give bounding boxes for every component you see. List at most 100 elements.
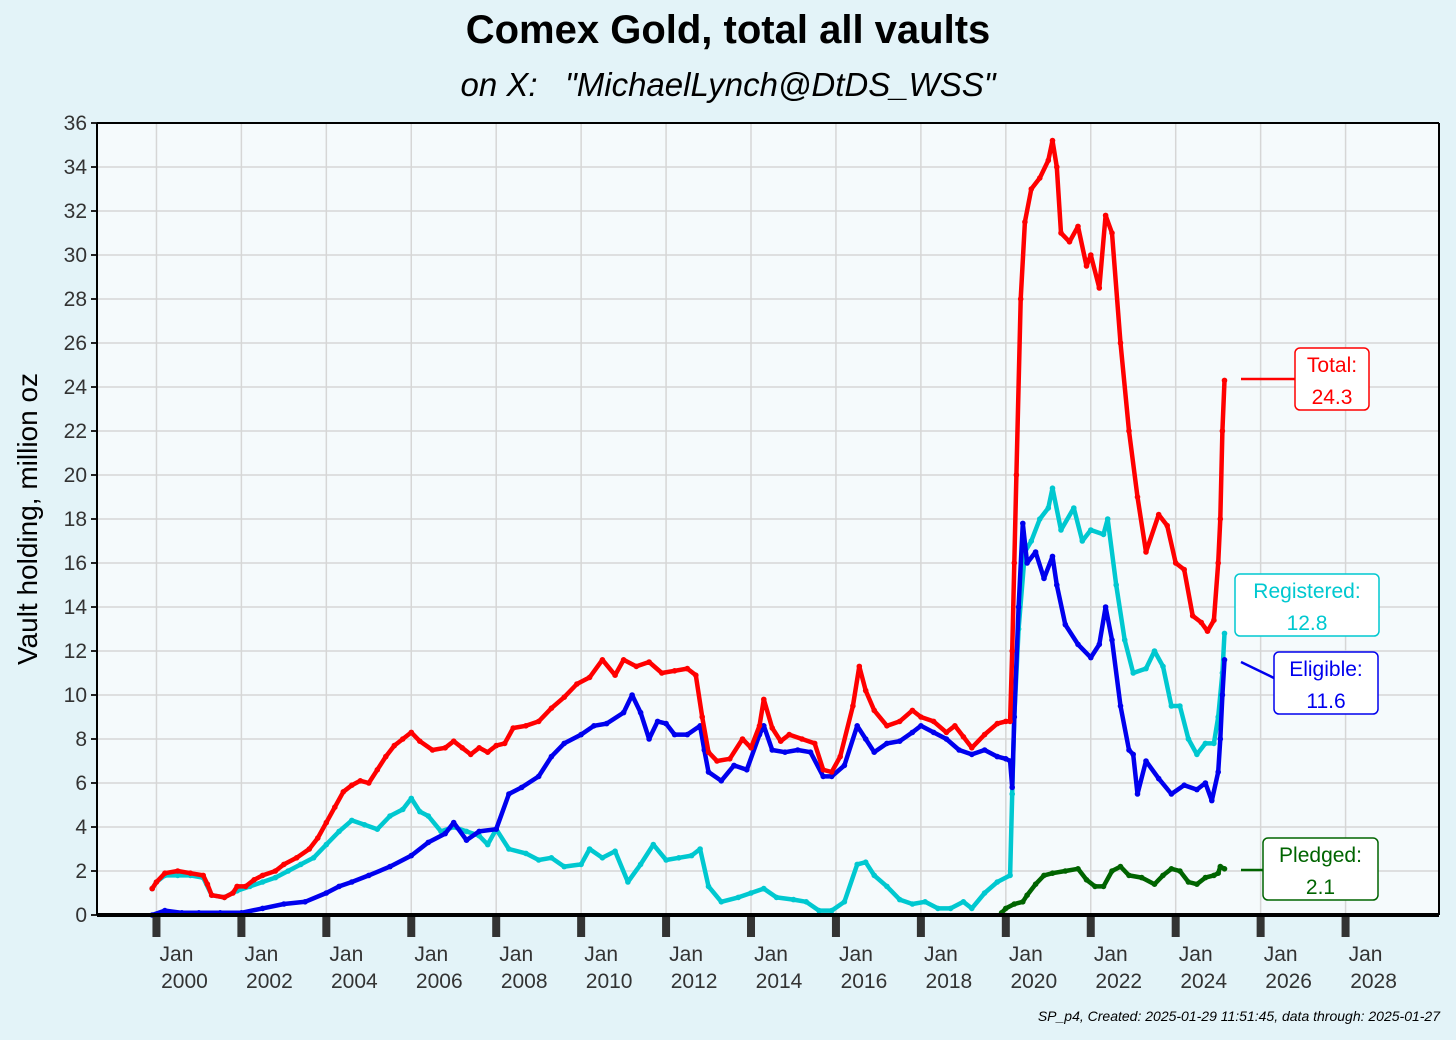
data-point-registered bbox=[650, 841, 657, 848]
data-point-pledged bbox=[1126, 872, 1132, 879]
data-point-registered bbox=[612, 848, 618, 854]
data-point-total bbox=[1102, 212, 1109, 219]
data-point-total bbox=[586, 674, 593, 681]
data-point-registered bbox=[1143, 665, 1149, 672]
data-point-total bbox=[671, 668, 678, 674]
chart-title: Comex Gold, total all vaults bbox=[465, 8, 991, 52]
data-point-registered bbox=[463, 828, 470, 835]
data-point-registered bbox=[1058, 527, 1064, 533]
data-point-eligible bbox=[646, 736, 652, 742]
x-tick bbox=[237, 915, 246, 937]
end-label-name-registered: Registered: bbox=[1253, 580, 1360, 603]
data-point-registered bbox=[1121, 637, 1128, 643]
data-point-total bbox=[969, 745, 975, 751]
data-point-registered bbox=[1009, 791, 1015, 797]
data-point-eligible bbox=[1181, 782, 1187, 788]
data-point-total bbox=[429, 747, 436, 753]
data-point-pledged bbox=[1117, 863, 1124, 870]
data-point-pledged bbox=[1215, 870, 1221, 876]
data-point-eligible bbox=[1130, 751, 1136, 758]
data-point-registered bbox=[790, 896, 797, 903]
data-point-eligible bbox=[794, 747, 801, 753]
data-point-registered bbox=[816, 907, 822, 914]
data-point-total bbox=[561, 694, 567, 700]
data-point-eligible bbox=[956, 747, 962, 753]
data-point-total bbox=[272, 868, 279, 874]
x-tick bbox=[407, 915, 416, 937]
data-point-registered bbox=[969, 905, 975, 912]
data-point-eligible bbox=[323, 890, 330, 896]
data-point-eligible bbox=[1143, 758, 1149, 764]
data-point-eligible bbox=[705, 769, 712, 775]
data-point-total bbox=[699, 714, 705, 720]
data-point-registered bbox=[174, 872, 181, 879]
data-point-eligible bbox=[349, 879, 355, 885]
data-point-pledged bbox=[1185, 879, 1192, 885]
data-point-eligible bbox=[841, 762, 848, 769]
data-point-total bbox=[1066, 239, 1073, 245]
x-tick-label: Jan bbox=[839, 943, 873, 966]
x-tick-label: Jan bbox=[244, 943, 278, 966]
data-point-registered bbox=[748, 890, 754, 896]
data-point-total bbox=[1088, 252, 1094, 258]
x-tick bbox=[1341, 915, 1350, 937]
data-point-total bbox=[242, 883, 249, 890]
data-point-total bbox=[1189, 613, 1196, 619]
data-point-pledged bbox=[1202, 874, 1209, 881]
data-point-eligible bbox=[548, 753, 555, 760]
data-point-eligible bbox=[506, 791, 512, 797]
data-point-total bbox=[162, 870, 168, 876]
data-point-total bbox=[856, 663, 863, 670]
x-tick-label: Jan bbox=[1349, 943, 1383, 966]
data-point-registered bbox=[841, 899, 848, 905]
data-point-total bbox=[884, 723, 890, 729]
data-point-registered bbox=[484, 841, 491, 848]
data-point-total bbox=[1164, 522, 1170, 529]
data-point-pledged bbox=[1003, 905, 1009, 912]
data-point-pledged bbox=[1160, 872, 1166, 879]
x-tick-label: 2016 bbox=[841, 970, 888, 993]
data-point-eligible bbox=[1126, 747, 1132, 753]
data-point-eligible bbox=[259, 905, 266, 912]
data-point-registered bbox=[1079, 538, 1086, 544]
x-tick-label: 2012 bbox=[671, 970, 718, 993]
data-point-registered bbox=[1037, 516, 1043, 522]
data-point-total bbox=[1045, 157, 1052, 164]
data-point-eligible bbox=[1209, 797, 1215, 804]
data-point-registered bbox=[1151, 648, 1158, 654]
data-point-eligible bbox=[1003, 756, 1009, 762]
data-point-total bbox=[467, 751, 474, 758]
data-point-eligible bbox=[1219, 692, 1226, 698]
data-point-total bbox=[1172, 560, 1179, 566]
x-tick bbox=[1001, 915, 1010, 937]
x-tick-label: Jan bbox=[754, 943, 788, 966]
data-point-total bbox=[187, 870, 194, 876]
data-point-registered bbox=[1045, 505, 1052, 511]
data-point-total bbox=[620, 657, 627, 663]
data-point-eligible bbox=[1217, 736, 1224, 742]
data-point-eligible bbox=[1117, 703, 1124, 709]
data-point-total bbox=[535, 718, 542, 725]
data-point-eligible bbox=[366, 872, 372, 879]
data-point-eligible bbox=[1102, 604, 1109, 610]
data-point-total bbox=[1028, 186, 1035, 192]
data-point-registered bbox=[1211, 740, 1217, 747]
end-label-name-pledged: Pledged: bbox=[1279, 844, 1362, 867]
data-point-total bbox=[204, 881, 211, 887]
data-point-eligible bbox=[684, 731, 691, 738]
data-point-registered bbox=[1185, 736, 1192, 742]
y-tick-label: 22 bbox=[64, 420, 87, 443]
data-point-total bbox=[1022, 219, 1028, 225]
data-point-eligible bbox=[1049, 553, 1056, 560]
data-point-registered bbox=[1221, 630, 1228, 637]
data-point-total bbox=[442, 745, 449, 751]
data-point-registered bbox=[1177, 703, 1183, 709]
data-point-registered bbox=[425, 813, 432, 819]
data-point-eligible bbox=[493, 826, 500, 832]
data-point-eligible bbox=[620, 709, 627, 716]
data-point-total bbox=[1117, 340, 1124, 346]
x-tick-label: Jan bbox=[1094, 943, 1128, 966]
y-tick-label: 0 bbox=[75, 904, 87, 927]
data-point-total bbox=[930, 718, 937, 725]
data-point-registered bbox=[697, 846, 703, 852]
